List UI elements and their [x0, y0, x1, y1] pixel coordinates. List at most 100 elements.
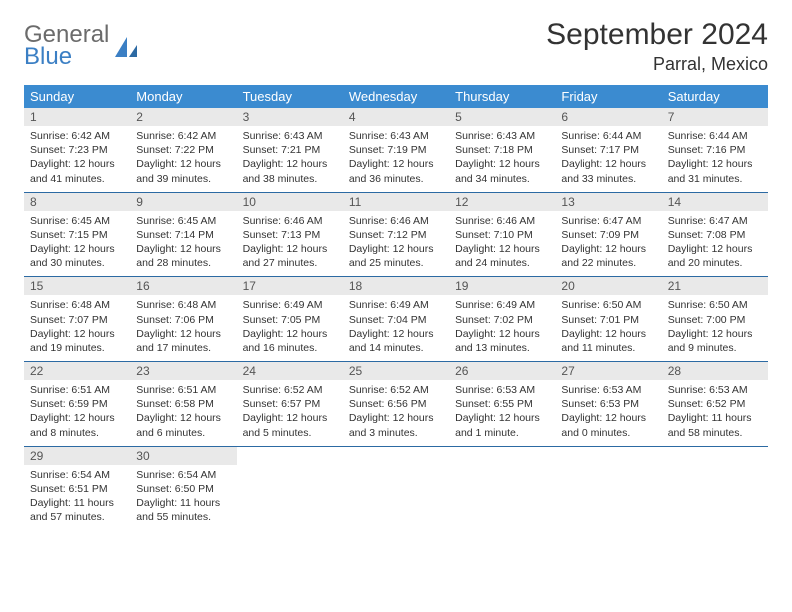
sunrise-text: Sunrise: 6:47 AM [561, 214, 655, 228]
day-content-cell: Sunrise: 6:46 AMSunset: 7:12 PMDaylight:… [343, 211, 449, 277]
sunset-text: Sunset: 6:55 PM [455, 397, 549, 411]
day-number-cell: 13 [555, 192, 661, 211]
day-number-cell: 18 [343, 277, 449, 296]
daylight-text: and 3 minutes. [349, 426, 443, 440]
day-number-row: 891011121314 [24, 192, 768, 211]
sunrise-text: Sunrise: 6:44 AM [561, 129, 655, 143]
daylight-text: Daylight: 12 hours [455, 242, 549, 256]
day-content-cell: Sunrise: 6:51 AMSunset: 6:59 PMDaylight:… [24, 380, 130, 446]
sunrise-text: Sunrise: 6:43 AM [349, 129, 443, 143]
sunset-text: Sunset: 7:07 PM [30, 313, 124, 327]
sunrise-text: Sunrise: 6:43 AM [243, 129, 337, 143]
day-content-cell: Sunrise: 6:53 AMSunset: 6:55 PMDaylight:… [449, 380, 555, 446]
sunrise-text: Sunrise: 6:47 AM [668, 214, 762, 228]
daylight-text: and 5 minutes. [243, 426, 337, 440]
daylight-text: and 58 minutes. [668, 426, 762, 440]
day-content-cell: Sunrise: 6:42 AMSunset: 7:23 PMDaylight:… [24, 126, 130, 192]
daylight-text: and 24 minutes. [455, 256, 549, 270]
daylight-text: and 14 minutes. [349, 341, 443, 355]
daylight-text: Daylight: 12 hours [243, 327, 337, 341]
day-content-row: Sunrise: 6:45 AMSunset: 7:15 PMDaylight:… [24, 211, 768, 277]
day-content-row: Sunrise: 6:48 AMSunset: 7:07 PMDaylight:… [24, 295, 768, 361]
daylight-text: Daylight: 12 hours [349, 242, 443, 256]
daylight-text: Daylight: 11 hours [668, 411, 762, 425]
day-content-cell [449, 465, 555, 531]
brand-bottom: Blue [24, 46, 109, 68]
day-content-cell: Sunrise: 6:50 AMSunset: 7:01 PMDaylight:… [555, 295, 661, 361]
day-number-cell: 10 [237, 192, 343, 211]
header: General Blue September 2024 Parral, Mexi… [24, 18, 768, 75]
sunrise-text: Sunrise: 6:54 AM [30, 468, 124, 482]
day-number-row: 15161718192021 [24, 277, 768, 296]
day-number-cell: 23 [130, 362, 236, 381]
daylight-text: and 41 minutes. [30, 172, 124, 186]
day-content-cell: Sunrise: 6:45 AMSunset: 7:14 PMDaylight:… [130, 211, 236, 277]
sunrise-text: Sunrise: 6:46 AM [349, 214, 443, 228]
daylight-text: Daylight: 12 hours [30, 411, 124, 425]
day-number-cell [449, 446, 555, 465]
sunrise-text: Sunrise: 6:48 AM [136, 298, 230, 312]
sunset-text: Sunset: 7:05 PM [243, 313, 337, 327]
day-number-row: 1234567 [24, 108, 768, 126]
sunset-text: Sunset: 7:08 PM [668, 228, 762, 242]
day-content-cell: Sunrise: 6:52 AMSunset: 6:56 PMDaylight:… [343, 380, 449, 446]
daylight-text: and 25 minutes. [349, 256, 443, 270]
daylight-text: and 17 minutes. [136, 341, 230, 355]
day-number-cell: 29 [24, 446, 130, 465]
sunset-text: Sunset: 6:59 PM [30, 397, 124, 411]
daylight-text: and 19 minutes. [30, 341, 124, 355]
sunrise-text: Sunrise: 6:49 AM [243, 298, 337, 312]
sunset-text: Sunset: 7:04 PM [349, 313, 443, 327]
sunset-text: Sunset: 6:51 PM [30, 482, 124, 496]
sunset-text: Sunset: 6:53 PM [561, 397, 655, 411]
daylight-text: Daylight: 12 hours [668, 157, 762, 171]
sunrise-text: Sunrise: 6:50 AM [561, 298, 655, 312]
day-content-cell: Sunrise: 6:43 AMSunset: 7:18 PMDaylight:… [449, 126, 555, 192]
day-number-cell: 1 [24, 108, 130, 126]
calendar-table: Sunday Monday Tuesday Wednesday Thursday… [24, 85, 768, 530]
sunset-text: Sunset: 7:00 PM [668, 313, 762, 327]
daylight-text: and 39 minutes. [136, 172, 230, 186]
daylight-text: and 36 minutes. [349, 172, 443, 186]
day-number-cell: 24 [237, 362, 343, 381]
daylight-text: Daylight: 12 hours [30, 242, 124, 256]
sunrise-text: Sunrise: 6:45 AM [136, 214, 230, 228]
daylight-text: Daylight: 12 hours [243, 242, 337, 256]
daylight-text: Daylight: 12 hours [668, 327, 762, 341]
day-number-cell: 21 [662, 277, 768, 296]
weekday-header-row: Sunday Monday Tuesday Wednesday Thursday… [24, 85, 768, 108]
day-content-cell: Sunrise: 6:49 AMSunset: 7:02 PMDaylight:… [449, 295, 555, 361]
daylight-text: Daylight: 12 hours [349, 327, 443, 341]
sunrise-text: Sunrise: 6:42 AM [30, 129, 124, 143]
day-number-cell: 3 [237, 108, 343, 126]
daylight-text: and 11 minutes. [561, 341, 655, 355]
sunset-text: Sunset: 7:12 PM [349, 228, 443, 242]
day-number-cell: 22 [24, 362, 130, 381]
daylight-text: and 6 minutes. [136, 426, 230, 440]
daylight-text: Daylight: 12 hours [136, 327, 230, 341]
day-number-cell: 16 [130, 277, 236, 296]
sunrise-text: Sunrise: 6:52 AM [349, 383, 443, 397]
day-content-cell: Sunrise: 6:53 AMSunset: 6:52 PMDaylight:… [662, 380, 768, 446]
day-content-cell: Sunrise: 6:47 AMSunset: 7:09 PMDaylight:… [555, 211, 661, 277]
day-number-row: 2930 [24, 446, 768, 465]
daylight-text: and 30 minutes. [30, 256, 124, 270]
sunrise-text: Sunrise: 6:48 AM [30, 298, 124, 312]
day-content-cell: Sunrise: 6:54 AMSunset: 6:50 PMDaylight:… [130, 465, 236, 531]
day-content-cell: Sunrise: 6:51 AMSunset: 6:58 PMDaylight:… [130, 380, 236, 446]
day-number-cell [343, 446, 449, 465]
day-number-row: 22232425262728 [24, 362, 768, 381]
day-number-cell: 2 [130, 108, 236, 126]
sunset-text: Sunset: 7:13 PM [243, 228, 337, 242]
day-content-cell: Sunrise: 6:49 AMSunset: 7:04 PMDaylight:… [343, 295, 449, 361]
sunset-text: Sunset: 6:52 PM [668, 397, 762, 411]
daylight-text: Daylight: 12 hours [136, 157, 230, 171]
sunset-text: Sunset: 7:10 PM [455, 228, 549, 242]
sunset-text: Sunset: 7:21 PM [243, 143, 337, 157]
day-content-row: Sunrise: 6:51 AMSunset: 6:59 PMDaylight:… [24, 380, 768, 446]
sunset-text: Sunset: 7:09 PM [561, 228, 655, 242]
sunrise-text: Sunrise: 6:43 AM [455, 129, 549, 143]
day-content-cell: Sunrise: 6:49 AMSunset: 7:05 PMDaylight:… [237, 295, 343, 361]
daylight-text: Daylight: 12 hours [136, 411, 230, 425]
weekday-header: Friday [555, 85, 661, 108]
